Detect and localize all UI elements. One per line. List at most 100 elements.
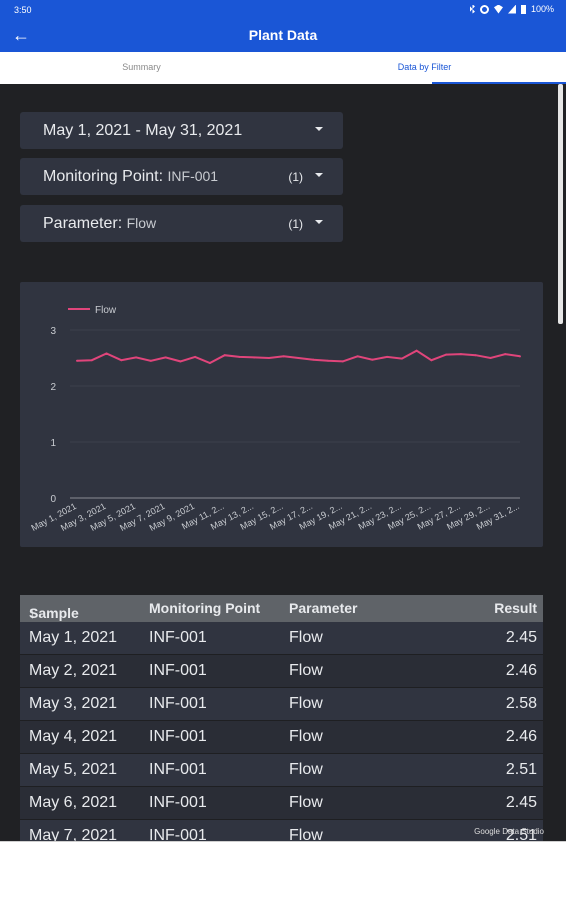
cell-sample-date: May 6, 2021 [29,794,118,811]
parameter-label: Parameter: Flow [43,215,156,233]
report-content[interactable]: May 1, 2021 - May 31, 2021 Monitoring Po… [0,84,566,841]
data-point [297,357,300,359]
column-header-result[interactable]: Result [494,600,537,616]
sort-arrow-icon: ↓ [29,605,36,621]
data-point [489,357,492,359]
column-header-parameter[interactable]: Parameter [289,600,358,616]
column-header-monitoring-point[interactable]: Monitoring Point [149,600,261,616]
data-point [459,353,462,356]
data-point [267,357,270,359]
cell-result: 2.45 [505,629,537,646]
cell-result: 2.46 [505,662,537,679]
wifi-icon [493,4,503,14]
monitoring-point-label: Monitoring Point: INF-001 [43,168,218,186]
date-range-value: May 1, 2021 - May 31, 2021 [43,122,243,139]
data-point [504,353,507,356]
data-point [253,356,256,359]
cell-parameter: Flow [289,695,323,712]
cell-result: 2.46 [505,728,537,745]
data-point [519,355,521,358]
data-point [445,353,448,356]
data-point [179,360,182,363]
status-time: 3:50 [14,5,32,15]
status-icons: 100% [469,4,554,14]
data-point [90,359,93,362]
data-point [120,359,123,362]
monitoring-point-label-text: Monitoring Point: [43,168,164,185]
parameter-count: (1) [288,217,303,231]
cell-parameter: Flow [289,662,323,679]
cell-sample-date: May 7, 2021 [29,827,118,841]
series-line-flow [76,349,521,365]
y-tick-label: 1 [50,438,56,449]
parameter-label-text: Parameter: [43,215,123,232]
cell-monitoring-point: INF-001 [149,662,207,679]
data-point [474,354,477,357]
monitoring-point-filter[interactable]: Monitoring Point: INF-001 (1) [20,158,343,195]
cell-parameter: Flow [289,827,323,841]
tab-data-by-filter[interactable]: Data by Filter [397,62,452,72]
parameter-filter[interactable]: Parameter: Flow (1) [20,205,343,242]
cell-parameter: Flow [289,794,323,811]
tab-bar: Summary Data by Filter [0,52,566,84]
cell-result: 2.51 [505,827,537,841]
data-point [194,355,197,358]
parameter-value: Flow [126,215,157,231]
data-point [415,349,418,352]
cell-sample-date: May 5, 2021 [29,761,118,778]
cell-result: 2.45 [505,794,537,811]
data-point [238,355,241,358]
table-row[interactable]: May 3, 2021 INF-001 Flow 2.58 [20,688,543,721]
cell-monitoring-point: INF-001 [149,761,207,778]
data-point [430,359,433,362]
data-point [282,355,285,358]
data-point [400,357,403,360]
data-point [105,352,108,355]
table-row[interactable]: May 4, 2021 INF-001 Flow 2.46 [20,721,543,754]
bottom-area [0,841,566,900]
cell-result: 2.58 [505,695,537,712]
y-tick-label: 2 [50,382,56,393]
table-row[interactable]: May 1, 2021 INF-001 Flow 2.45 [20,622,543,655]
data-point [135,356,138,359]
table-row[interactable]: May 7, 2021 INF-001 Flow 2.51 [20,820,543,841]
bluetooth-icon [469,4,475,14]
data-point [164,356,167,359]
signal-icon [507,4,516,14]
date-range-filter[interactable]: May 1, 2021 - May 31, 2021 [20,112,343,149]
data-point [371,358,374,361]
cell-sample-date: May 2, 2021 [29,662,118,679]
data-point [76,359,78,362]
data-point [223,354,226,357]
arrow-left-icon[interactable]: ← [12,25,30,45]
cell-monitoring-point: INF-001 [149,695,207,712]
cell-monitoring-point: INF-001 [149,827,207,841]
table-row[interactable]: May 2, 2021 INF-001 Flow 2.46 [20,655,543,688]
circle-icon [479,4,489,14]
cell-sample-date: May 1, 2021 [29,629,118,646]
cell-monitoring-point: INF-001 [149,794,207,811]
monitoring-point-count: (1) [288,170,303,184]
table-row[interactable]: May 5, 2021 INF-001 Flow 2.51 [20,754,543,787]
battery-percent: 100% [530,4,554,14]
data-point [386,355,389,358]
active-tab-indicator [432,82,566,84]
scrollbar-thumb[interactable] [558,84,563,324]
tab-summary[interactable]: Summary [122,62,161,72]
data-point [327,359,330,362]
data-point [149,359,152,362]
page-title: Plant Data [248,27,318,43]
battery-icon [520,4,526,14]
data-point [208,362,211,365]
table-row[interactable]: May 6, 2021 INF-001 Flow 2.45 [20,787,543,820]
cell-monitoring-point: INF-001 [149,728,207,745]
chevron-down-icon [315,220,323,224]
status-bar: 3:50 100% [0,0,566,20]
cell-sample-date: May 4, 2021 [29,728,118,745]
app-bar: ← Plant Data [0,20,566,52]
chevron-down-icon [315,173,323,177]
data-point [341,360,344,363]
data-point [356,355,359,358]
y-tick-label: 3 [50,326,56,337]
